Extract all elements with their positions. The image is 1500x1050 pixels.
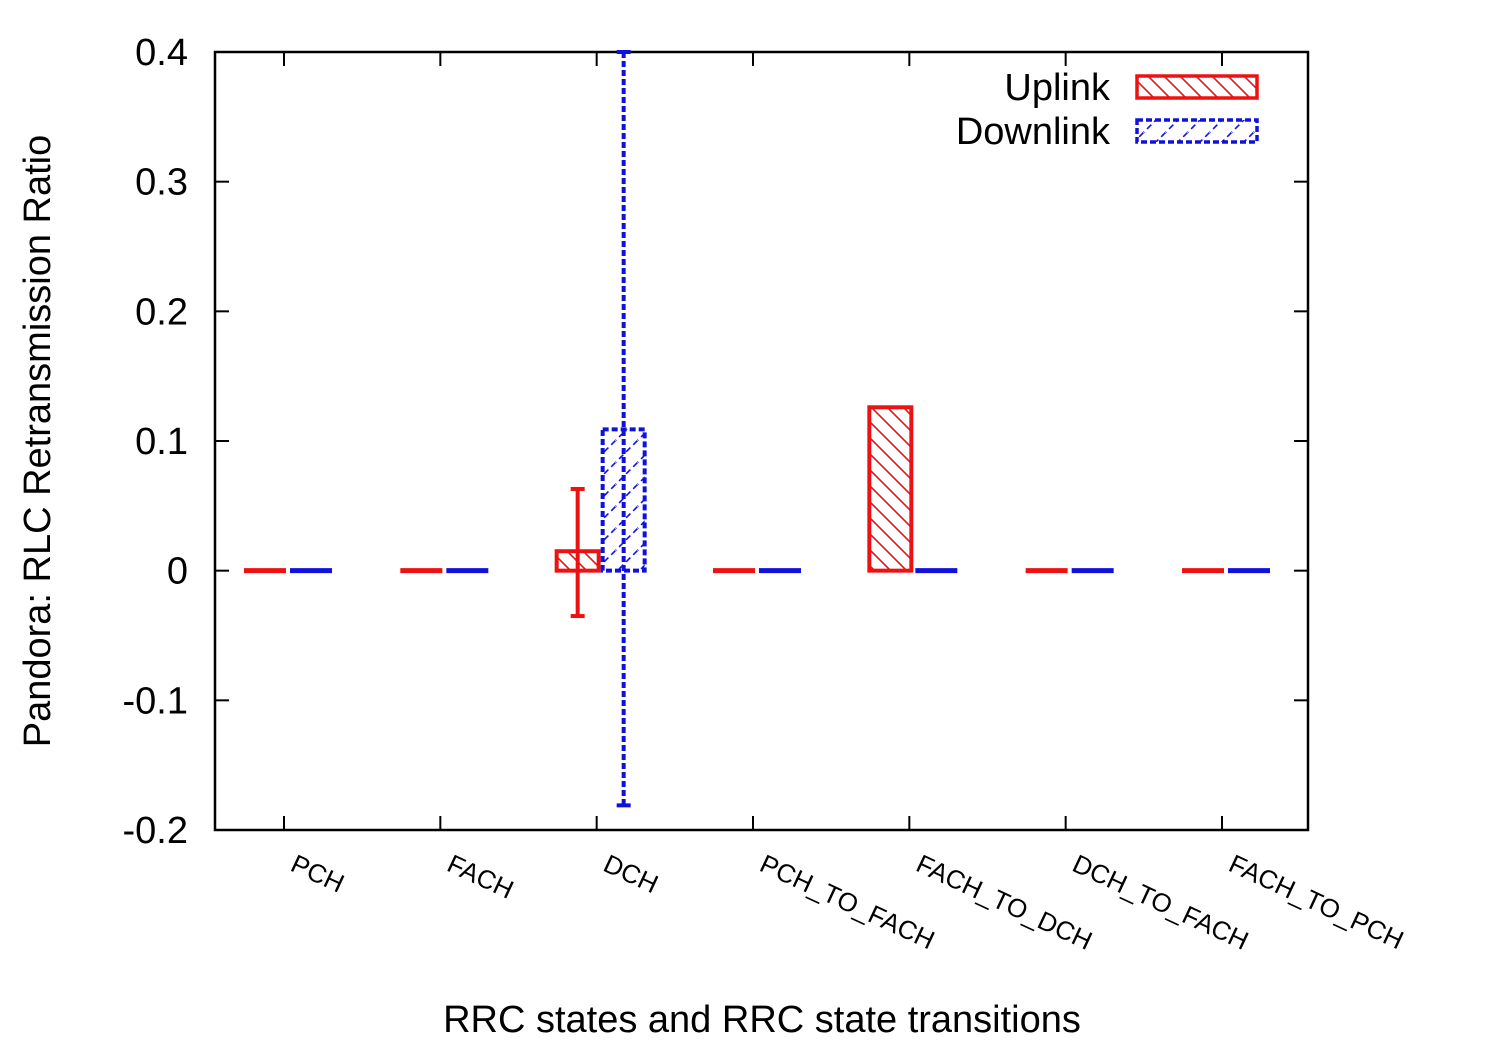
legend-swatch-uplink [1135, 74, 1259, 100]
y-axis: -0.2 -0.1 0 0.1 0.2 0.3 0.4 [123, 32, 1308, 852]
error-bars [570, 50, 631, 808]
y-tick-label: 0.4 [135, 32, 188, 74]
legend-label-uplink: Uplink [1004, 67, 1111, 109]
legend-item-downlink: Downlink [956, 111, 1259, 153]
x-axis-label: RRC states and RRC state transitions [443, 999, 1081, 1041]
x-tick-label: PCH [286, 848, 348, 898]
x-axis: PCH FACH DCH PCH_TO_FACHFACH_TO_DCHDCH_TO_F… [283, 52, 1408, 956]
y-tick-label: 0.1 [135, 421, 188, 463]
x-tick-label: FACH_TO_PCH [1224, 848, 1408, 955]
plot-area [213, 50, 1310, 832]
y-tick-label: 0.2 [135, 291, 188, 333]
plot-frame [213, 50, 1310, 832]
x-tick-label: DCH [599, 848, 663, 899]
x-tick-label: FACH [443, 848, 519, 904]
x-tick-label: DCH_TO_FACH [1068, 848, 1253, 956]
x-tick-label: PCH_TO_FACH [755, 848, 939, 955]
y-tick-label: -0.1 [123, 680, 188, 722]
x-tick-label: FACH_TO_DCH [912, 848, 1097, 956]
bar-uplink-fach_to_dch [867, 405, 914, 573]
y-axis-label: Pandora: RLC Retransmission Ratio [17, 135, 59, 748]
legend-swatch-downlink [1135, 118, 1259, 144]
y-tick-label: 0.3 [135, 162, 188, 204]
bars [244, 405, 1270, 574]
legend: Uplink Downlink [956, 67, 1259, 153]
legend-item-uplink: Uplink [1004, 67, 1259, 109]
y-tick-label: 0 [167, 551, 188, 593]
legend-label-downlink: Downlink [956, 111, 1111, 153]
y-tick-label: -0.2 [123, 810, 188, 852]
